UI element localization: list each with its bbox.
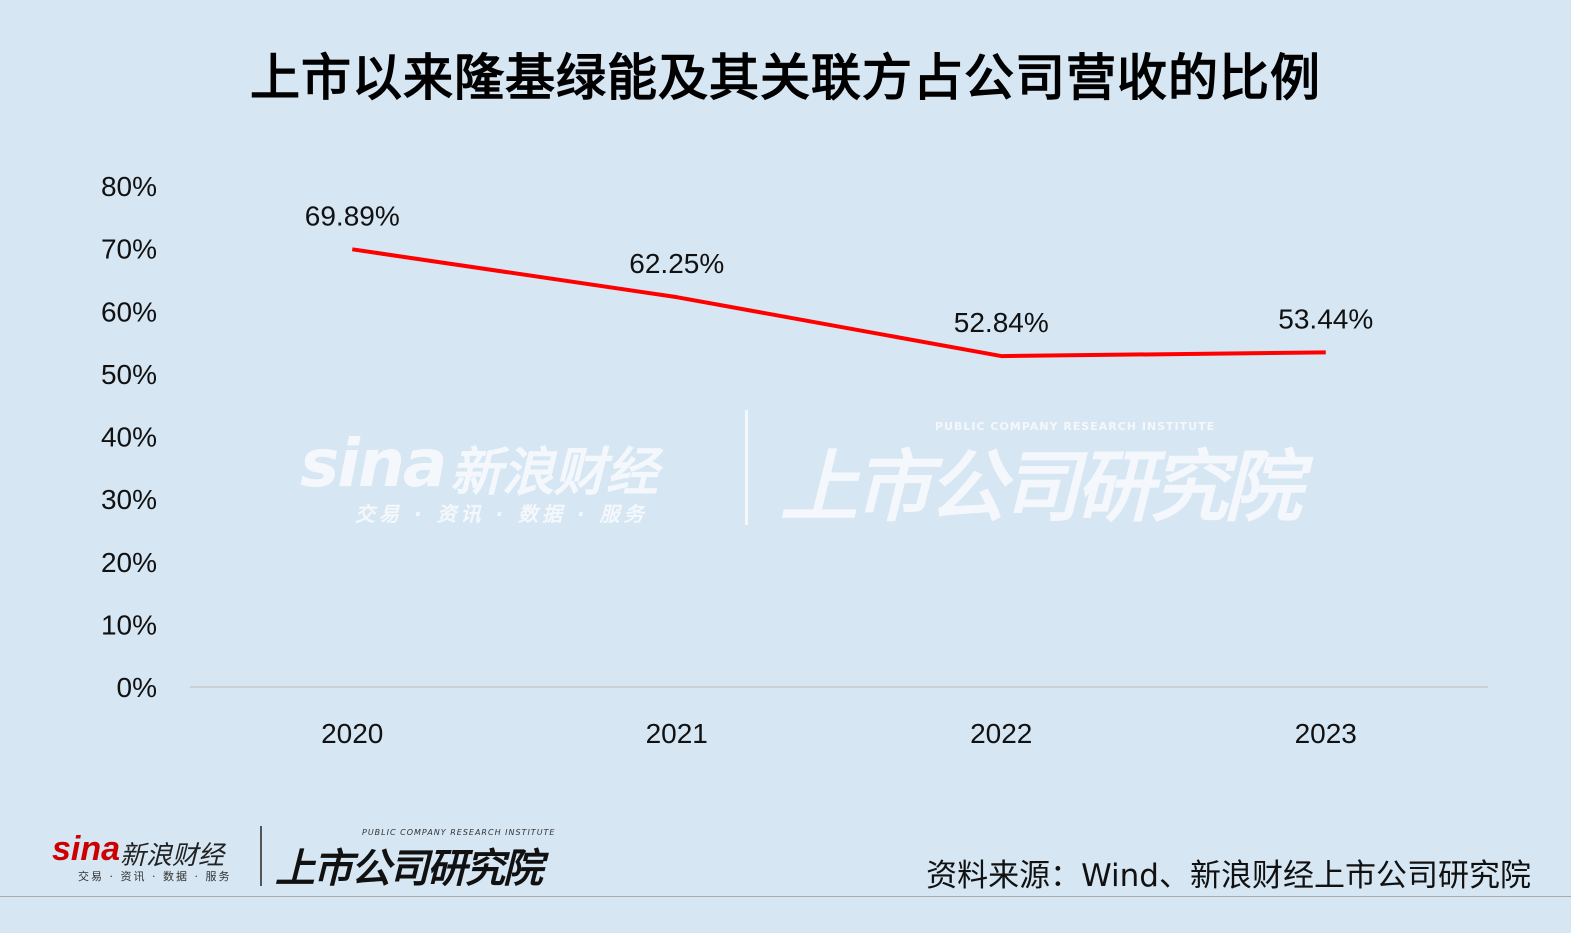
x-tick-label: 2021: [646, 718, 708, 749]
footer-divider: [260, 826, 262, 886]
watermark-institute: 上市公司研究院: [780, 443, 1302, 533]
watermark-divider: [745, 410, 748, 525]
data-labels: 69.89% 62.25% 52.84% 53.44%: [305, 200, 1373, 338]
data-label: 69.89%: [305, 200, 400, 231]
y-tick-label: 0%: [117, 672, 157, 703]
y-tick-label: 40%: [101, 422, 157, 453]
x-axis: 2020 2021 2022 2023: [321, 718, 1357, 749]
footer-sina-slogan: 交易 · 资讯 · 数据 · 服务: [78, 870, 232, 883]
footer-institute-logo: 上市公司研究院: [275, 846, 543, 892]
y-tick-label: 20%: [101, 547, 157, 578]
footer-rule: [0, 896, 1571, 897]
data-label: 52.84%: [954, 307, 1049, 338]
watermark-institute-en: PUBLIC COMPANY RESEARCH INSTITUTE: [935, 420, 1216, 433]
watermark-sina-name: 新浪财经: [450, 443, 659, 503]
footer-sina-logo: sina: [52, 830, 121, 868]
series-line: [351, 247, 1326, 359]
y-tick-label: 50%: [101, 359, 157, 390]
footer-sina-name: 新浪财经: [120, 841, 225, 871]
data-label: 53.44%: [1278, 303, 1373, 334]
x-tick-label: 2023: [1295, 718, 1357, 749]
chart-title: 上市以来隆基绿能及其关联方占公司营收的比例: [250, 49, 1321, 107]
x-tick-label: 2022: [970, 718, 1032, 749]
watermark-sina-logo: sina: [300, 425, 447, 502]
y-tick-label: 60%: [101, 296, 157, 327]
y-tick-label: 10%: [101, 609, 157, 640]
watermark-sina-slogan: 交易 · 资讯 · 数据 · 服务: [355, 502, 648, 526]
x-tick-label: 2020: [321, 718, 383, 749]
y-tick-label: 80%: [101, 171, 157, 202]
data-label: 62.25%: [629, 248, 724, 279]
footer-institute-en: PUBLIC COMPANY RESEARCH INSTITUTE: [362, 828, 556, 837]
y-tick-label: 30%: [101, 484, 157, 515]
y-tick-label: 70%: [101, 234, 157, 265]
source-note: 资料来源：Wind、新浪财经上市公司研究院: [926, 858, 1531, 894]
y-axis: 0% 10% 20% 30% 40% 50% 60% 70% 80%: [101, 171, 157, 703]
